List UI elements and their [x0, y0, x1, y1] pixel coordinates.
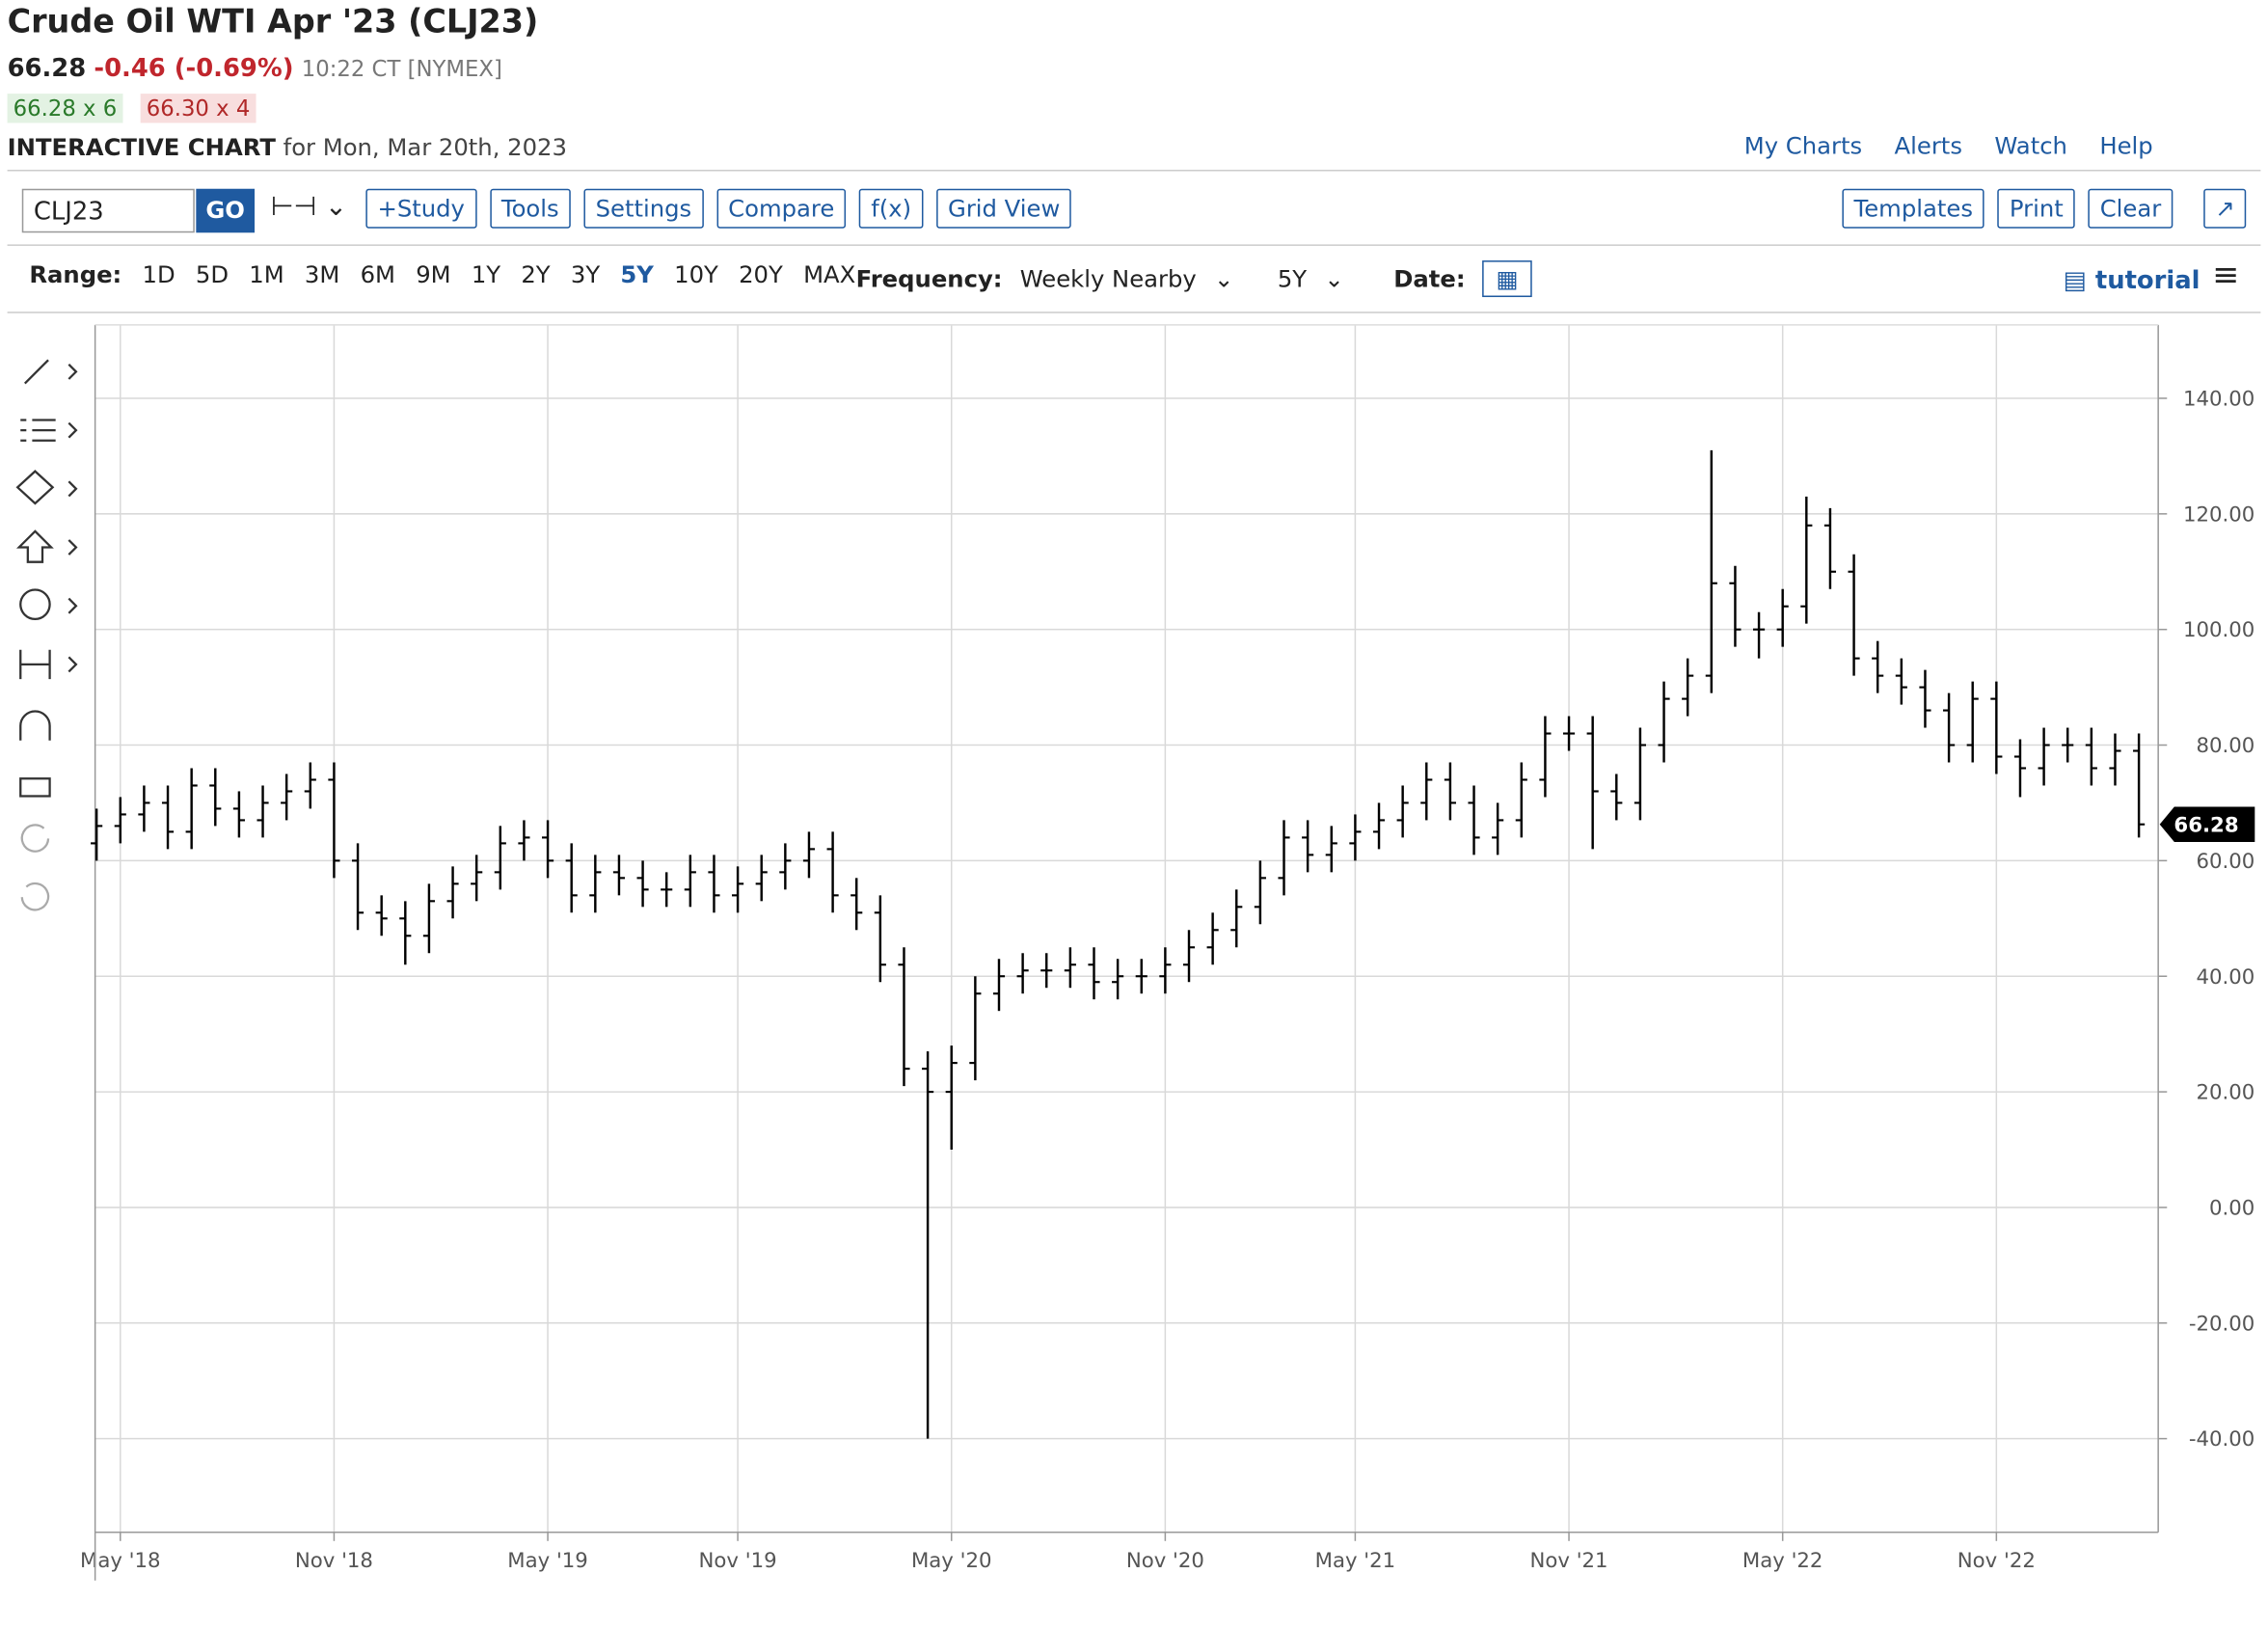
- range-option[interactable]: 2Y: [521, 260, 551, 288]
- x-tick-label: May '18: [80, 1549, 161, 1573]
- time: 10:22 CT [NYMEX]: [301, 55, 502, 82]
- range-option[interactable]: 1Y: [471, 260, 501, 288]
- bid: 66.28 x 6: [7, 94, 123, 123]
- range-option[interactable]: 9M: [416, 260, 451, 288]
- tool-label[interactable]: [19, 588, 51, 620]
- frequency-label: Frequency:: [855, 264, 1003, 293]
- range-option[interactable]: 5D: [195, 260, 230, 288]
- range-option[interactable]: 20Y: [739, 260, 783, 288]
- chart-heading: INTERACTIVE CHART for Mon, Mar 20th, 202…: [8, 133, 567, 161]
- tool-magnet[interactable]: [19, 710, 51, 741]
- y-tick-label: 20.00: [2197, 1081, 2255, 1105]
- watch-link[interactable]: Watch: [1994, 131, 2067, 160]
- range-option[interactable]: 10Y: [674, 260, 718, 288]
- date-label: Date:: [1393, 264, 1466, 293]
- go-button[interactable]: GO: [196, 188, 256, 233]
- chart-type-menu[interactable]: ⊢⊣ ⌄: [270, 191, 347, 223]
- toolbar-button[interactable]: +Study: [365, 188, 477, 229]
- x-tick-label: Nov '22: [1958, 1549, 2036, 1573]
- frequency-bar: Frequency: Weekly Nearby ⌄ 5Y ⌄ Date: ▦: [855, 260, 1532, 298]
- menu-button[interactable]: ≡: [2212, 258, 2240, 294]
- toolbar-button[interactable]: Print: [1997, 188, 2075, 229]
- tutorial-text: tutorial: [2094, 266, 2200, 296]
- range-option[interactable]: MAX: [803, 260, 856, 288]
- date-picker[interactable]: ▦: [1482, 260, 1532, 298]
- period-select[interactable]: 5Y: [1277, 264, 1308, 293]
- toolbar-button[interactable]: Settings: [583, 188, 704, 229]
- toolbar-button[interactable]: Templates: [1842, 188, 1985, 229]
- tool-expanders[interactable]: [68, 364, 78, 673]
- price-tag: [2159, 806, 2255, 842]
- chart-date: for Mon, Mar 20th, 2023: [283, 133, 567, 161]
- x-tick-label: Nov '20: [1126, 1549, 1204, 1573]
- plot-area: [94, 324, 2159, 1533]
- y-tick-label: -40.00: [2189, 1427, 2254, 1452]
- tool-line[interactable]: [23, 359, 49, 385]
- chart-label: INTERACTIVE CHART: [7, 133, 276, 161]
- x-tick-label: Nov '21: [1530, 1549, 1608, 1573]
- range-option[interactable]: 1D: [142, 260, 176, 288]
- title: Crude Oil WTI Apr '23 (CLJ23): [7, 4, 539, 41]
- range-option[interactable]: 3M: [304, 260, 340, 288]
- range-option[interactable]: 5Y: [620, 260, 654, 288]
- toolbar-button[interactable]: Clear: [2088, 188, 2174, 229]
- toolbar-button[interactable]: f(x): [859, 188, 924, 229]
- range-label: Range:: [29, 260, 122, 288]
- x-tick-label: May '22: [1742, 1549, 1823, 1573]
- tool-arrow[interactable]: [15, 529, 54, 563]
- last-price: 66.28: [7, 54, 87, 84]
- y-tick-label: 100.00: [2183, 618, 2254, 642]
- y-tick-label: 120.00: [2183, 502, 2254, 527]
- tutorial-link[interactable]: ▤ tutorial: [2063, 266, 2200, 296]
- range-option[interactable]: 3Y: [570, 260, 601, 288]
- y-tick-label: 0.00: [2209, 1197, 2254, 1221]
- x-tick-label: Nov '19: [699, 1549, 777, 1573]
- help-link[interactable]: Help: [2099, 131, 2153, 160]
- x-tick-label: May '20: [911, 1549, 992, 1573]
- x-tick-label: May '19: [507, 1549, 588, 1573]
- change: -0.46 (-0.69%): [94, 54, 294, 84]
- tool-shape[interactable]: [15, 470, 55, 505]
- symbol-input[interactable]: CLJ23: [21, 188, 195, 233]
- alerts-link[interactable]: Alerts: [1894, 131, 1962, 160]
- my-charts-link[interactable]: My Charts: [1743, 131, 1863, 160]
- y-tick-label: 140.00: [2183, 388, 2254, 412]
- quote-line: 66.28 -0.46 (-0.69%) 10:22 CT [NYMEX]: [8, 54, 502, 83]
- x-tick-label: May '21: [1315, 1549, 1396, 1573]
- y-tick-label: 80.00: [2197, 734, 2255, 758]
- tool-measure[interactable]: [19, 649, 51, 680]
- divider: [7, 312, 2261, 313]
- tool-undo[interactable]: [20, 824, 50, 853]
- toolbar-button[interactable]: Compare: [716, 188, 847, 229]
- y-tick-label: -20.00: [2189, 1312, 2254, 1336]
- y-tick-label: 40.00: [2197, 965, 2255, 990]
- expand-button[interactable]: ↗: [2203, 188, 2247, 229]
- header-links: My Charts Alerts Watch Help: [1744, 132, 2153, 160]
- drawing-tools: [15, 359, 78, 911]
- tool-lock[interactable]: [19, 777, 51, 798]
- divider: [7, 244, 2261, 246]
- divider: [7, 170, 2261, 172]
- range-option[interactable]: 1M: [249, 260, 284, 288]
- toolbar-right: Templates Print Clear: [1842, 188, 2174, 229]
- x-tick-label: Nov '18: [295, 1549, 373, 1573]
- toolbar-button[interactable]: Grid View: [935, 188, 1072, 229]
- y-tick-label: 60.00: [2197, 850, 2255, 874]
- tool-fib[interactable]: [20, 419, 56, 442]
- price-tag-label: 66.28: [2174, 813, 2238, 837]
- frequency-select[interactable]: Weekly Nearby: [1019, 264, 1197, 293]
- range-bar: Range: 1D 5D 1M 3M 6M 9M 1Y 2Y 3Y 5Y 10Y 20Y MAX: [29, 260, 855, 288]
- toolbar-button[interactable]: Tools: [489, 188, 571, 229]
- ask: 66.30 x 4: [140, 94, 256, 123]
- range-option[interactable]: 6M: [360, 260, 395, 288]
- toolbar: +Study Tools Settings Compare f(x) Grid View: [365, 188, 1072, 229]
- tool-redo[interactable]: [20, 882, 50, 911]
